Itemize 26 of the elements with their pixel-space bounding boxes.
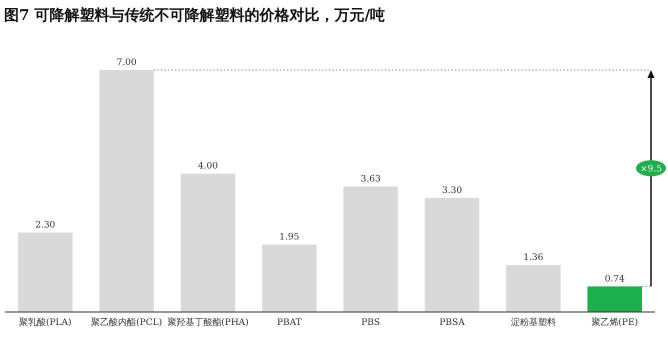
x-tick-label: 聚乙酸内酯(PCL)	[91, 316, 162, 328]
bar	[180, 174, 236, 312]
x-tick-label: PBSA	[439, 318, 466, 328]
x-tick-label: PBAT	[276, 318, 302, 328]
x-tick-label: 聚羟基丁酸酯(PHA)	[167, 316, 249, 328]
bar	[99, 70, 154, 312]
bar	[262, 244, 317, 312]
bar	[18, 232, 73, 312]
x-tick-label: 聚乙烯(PE)	[591, 316, 638, 328]
x-tick-label: 淀粉基塑料	[510, 316, 556, 328]
data-label: 3.63	[360, 174, 381, 185]
chart-title: 图7 可降解塑料与传统不可降解塑料的价格对比，万元/吨	[4, 6, 386, 24]
data-label: 2.30	[35, 220, 56, 230]
data-label: 3.30	[442, 186, 462, 196]
bar	[343, 186, 398, 312]
data-label: 4.00	[198, 162, 218, 172]
bar	[506, 264, 561, 312]
x-tick-label: PBS	[361, 318, 380, 328]
data-label: 1.95	[279, 232, 300, 243]
data-label: 0.74	[604, 274, 626, 284]
annotation: ×9.5	[640, 164, 662, 175]
data-label: 1.36	[523, 252, 544, 263]
bar	[424, 198, 480, 312]
x-tick-label: 聚乳酸(PLA)	[18, 316, 72, 328]
data-label: 7.00	[116, 58, 137, 68]
bar	[587, 286, 642, 312]
